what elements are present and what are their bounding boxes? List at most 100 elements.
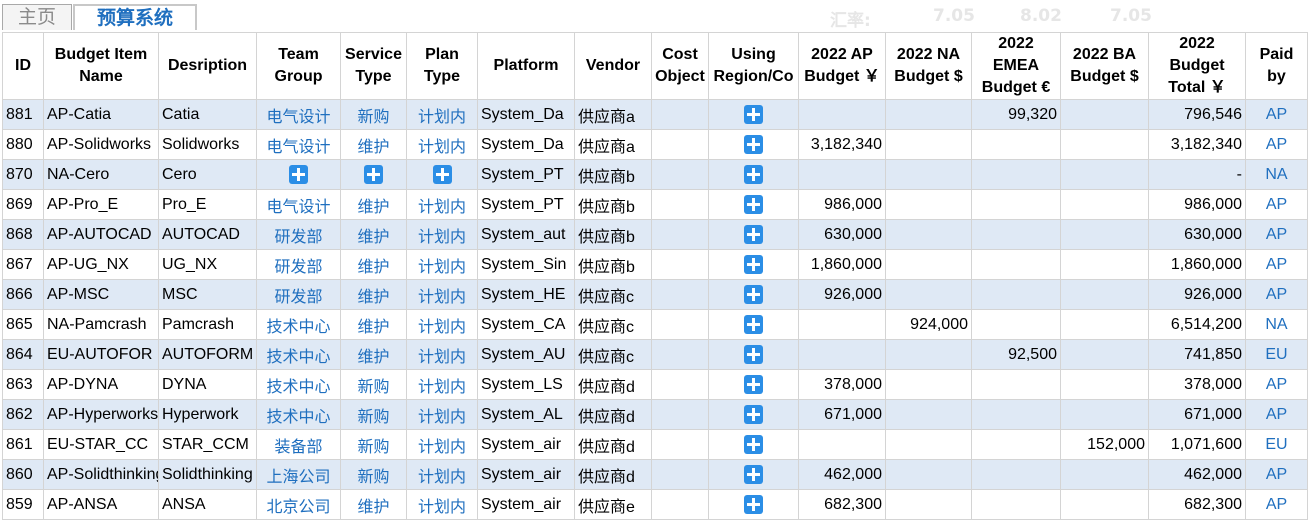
cell-team-group[interactable]: 电气设计 xyxy=(256,129,341,160)
table-row[interactable]: 860 AP-Solidthinking Solidthinking 上海公司 新购 计划… xyxy=(2,459,1308,490)
plus-square-icon[interactable] xyxy=(744,315,763,334)
tab-budget-system[interactable]: 预算系统 xyxy=(73,4,197,30)
cell-team-group[interactable]: 技术中心 xyxy=(256,309,341,340)
cell-plan-type[interactable]: 计划内 xyxy=(406,279,478,310)
table-row[interactable]: 869 AP-Pro_E Pro_E 电气设计 维护 计划内 System_PT 供应商b 98… xyxy=(2,189,1308,220)
cell-paid-by[interactable]: EU xyxy=(1245,429,1308,460)
table-row[interactable]: 864 EU-AUTOFOR AUTOFORM 技术中心 维护 计划内 System_AU 供… xyxy=(2,339,1308,370)
cell-plan-type[interactable]: 计划内 xyxy=(406,459,478,490)
cell-paid-by[interactable]: AP xyxy=(1245,459,1308,490)
cell-service-type[interactable]: 新购 xyxy=(340,459,407,490)
cell-paid-by[interactable]: NA xyxy=(1245,309,1308,340)
plus-square-icon[interactable] xyxy=(744,465,763,484)
col-header-service[interactable]: Service Type xyxy=(340,32,407,100)
col-header-ba[interactable]: 2022 BA Budget $ xyxy=(1060,32,1149,100)
cell-paid-by[interactable]: AP xyxy=(1245,219,1308,250)
col-header-ap[interactable]: 2022 AP Budget ￥ xyxy=(798,32,886,100)
cell-plan-type[interactable]: 计划内 xyxy=(406,129,478,160)
cell-service-type[interactable]: 新购 xyxy=(340,399,407,430)
cell-service-type[interactable]: 维护 xyxy=(340,489,407,520)
col-header-cost[interactable]: Cost Object xyxy=(651,32,709,100)
cell-service-type[interactable]: 维护 xyxy=(340,249,407,280)
cell-paid-by[interactable]: AP xyxy=(1245,369,1308,400)
table-row[interactable]: 862 AP-Hyperworks Hyperwork 技术中心 新购 计划内 System… xyxy=(2,399,1308,430)
cell-plan-type[interactable]: 计划内 xyxy=(406,249,478,280)
plus-square-icon[interactable] xyxy=(744,435,763,454)
table-row[interactable]: 865 NA-Pamcrash Pamcrash 技术中心 维护 计划内 System_CA… xyxy=(2,309,1308,340)
plus-square-icon[interactable] xyxy=(744,105,763,124)
plus-square-icon[interactable] xyxy=(744,495,763,514)
col-header-emea[interactable]: 2022 EMEA Budget € xyxy=(971,32,1061,100)
cell-service-type[interactable]: 维护 xyxy=(340,279,407,310)
table-row[interactable]: 861 EU-STAR_CC STAR_CCM 装备部 新购 计划内 System_air 供… xyxy=(2,429,1308,460)
col-header-item[interactable]: Budget Item Name xyxy=(43,32,159,100)
cell-team-group[interactable]: 技术中心 xyxy=(256,399,341,430)
plus-square-icon[interactable] xyxy=(289,165,308,184)
plus-square-icon[interactable] xyxy=(744,135,763,154)
col-header-paid[interactable]: Paid by xyxy=(1245,32,1308,100)
table-row[interactable]: 868 AP-AUTOCAD AUTOCAD 研发部 维护 计划内 System_aut 供应… xyxy=(2,219,1308,250)
plus-square-icon[interactable] xyxy=(744,345,763,364)
tab-home[interactable]: 主页 xyxy=(2,4,72,30)
plus-square-icon[interactable] xyxy=(744,375,763,394)
cell-paid-by[interactable]: AP xyxy=(1245,489,1308,520)
cell-service-type[interactable]: 新购 xyxy=(340,429,407,460)
cell-plan-type[interactable]: 计划内 xyxy=(406,489,478,520)
cell-plan-type[interactable]: 计划内 xyxy=(406,219,478,250)
plus-square-icon[interactable] xyxy=(432,165,452,184)
col-header-vendor[interactable]: Vendor xyxy=(574,32,652,100)
cell-plan-type[interactable]: 计划内 xyxy=(406,369,478,400)
cell-plan-type[interactable]: 计划内 xyxy=(406,99,478,130)
col-header-total[interactable]: 2022 Budget Total ￥ xyxy=(1148,32,1246,100)
col-header-platform[interactable]: Platform xyxy=(477,32,575,100)
cell-team-group[interactable]: 研发部 xyxy=(256,279,341,310)
cell-team-group[interactable]: 技术中心 xyxy=(256,369,341,400)
cell-paid-by[interactable]: AP xyxy=(1245,399,1308,430)
cell-team-group[interactable]: 电气设计 xyxy=(256,99,341,130)
cell-team-group[interactable]: 研发部 xyxy=(256,249,341,280)
plus-square-icon[interactable] xyxy=(744,225,763,244)
cell-team-group[interactable]: 技术中心 xyxy=(256,339,341,370)
cell-plan-type[interactable]: 计划内 xyxy=(406,399,478,430)
cell-team-group[interactable]: 北京公司 xyxy=(256,489,341,520)
plus-square-icon[interactable] xyxy=(364,165,383,184)
cell-service-type[interactable]: 维护 xyxy=(340,189,407,220)
col-header-plan[interactable]: Plan Type xyxy=(406,32,478,100)
cell-paid-by[interactable]: AP xyxy=(1245,279,1308,310)
cell-service-type[interactable]: 维护 xyxy=(340,219,407,250)
table-row[interactable]: 863 AP-DYNA DYNA 技术中心 新购 计划内 System_LS 供应商d 378,… xyxy=(2,369,1308,400)
cell-service-type[interactable]: 维护 xyxy=(340,339,407,370)
col-header-desc[interactable]: Desription xyxy=(158,32,257,100)
plus-square-icon[interactable] xyxy=(744,165,763,184)
plus-square-icon[interactable] xyxy=(744,285,763,304)
col-header-id[interactable]: ID xyxy=(2,32,44,100)
cell-service-type[interactable]: 新购 xyxy=(340,369,407,400)
cell-service-type[interactable]: 维护 xyxy=(340,129,407,160)
cell-paid-by[interactable]: AP xyxy=(1245,249,1308,280)
plus-square-icon[interactable] xyxy=(744,195,763,214)
table-row[interactable]: 880 AP-Solidworks Solidworks 电气设计 维护 计划内 Syste… xyxy=(2,129,1308,160)
cell-team-group[interactable]: 装备部 xyxy=(256,429,341,460)
table-row[interactable]: 867 AP-UG_NX UG_NX 研发部 维护 计划内 System_Sin 供应商b 1,… xyxy=(2,249,1308,280)
cell-paid-by[interactable]: EU xyxy=(1245,339,1308,370)
col-header-team[interactable]: Team Group xyxy=(256,32,341,100)
plus-square-icon[interactable] xyxy=(744,405,763,424)
cell-plan-type[interactable]: 计划内 xyxy=(406,309,478,340)
table-row[interactable]: 881 AP-Catia Catia 电气设计 新购 计划内 System_Da 供应商a 99… xyxy=(2,99,1308,130)
col-header-region[interactable]: Using Region/Co xyxy=(708,32,799,100)
cell-paid-by[interactable]: AP xyxy=(1245,99,1308,130)
plus-square-icon[interactable] xyxy=(744,255,763,274)
table-row[interactable]: 866 AP-MSC MSC 研发部 维护 计划内 System_HE 供应商c 926,000… xyxy=(2,279,1308,310)
table-row[interactable]: 870 NA-Cero Cero System_PT 供应商b - NA xyxy=(2,159,1308,190)
cell-team-group[interactable]: 研发部 xyxy=(256,219,341,250)
cell-paid-by[interactable]: AP xyxy=(1245,189,1308,220)
cell-paid-by[interactable]: AP xyxy=(1245,129,1308,160)
cell-team-group[interactable]: 电气设计 xyxy=(256,189,341,220)
cell-plan-type[interactable]: 计划内 xyxy=(406,429,478,460)
cell-service-type[interactable]: 新购 xyxy=(340,99,407,130)
cell-team-group[interactable]: 上海公司 xyxy=(256,459,341,490)
table-row[interactable]: 859 AP-ANSA ANSA 北京公司 维护 计划内 System_air 供应商e 682… xyxy=(2,489,1308,520)
cell-paid-by[interactable]: NA xyxy=(1245,159,1308,190)
cell-plan-type[interactable]: 计划内 xyxy=(406,189,478,220)
cell-service-type[interactable]: 维护 xyxy=(340,309,407,340)
